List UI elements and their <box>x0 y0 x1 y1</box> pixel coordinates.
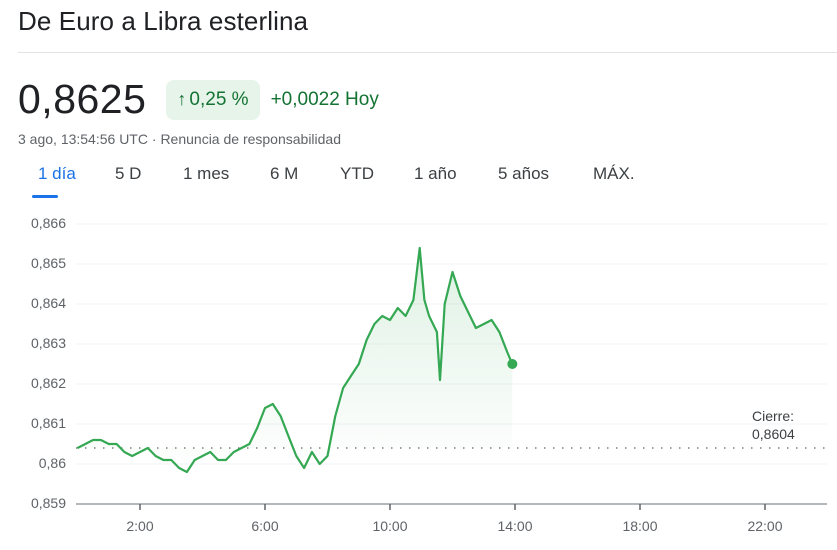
x-axis-label: 10:00 <box>372 518 408 534</box>
chart-canvas[interactable] <box>0 200 837 550</box>
previous-close-label: Cierre: 0,8604 <box>752 407 795 443</box>
tab-1-dia[interactable]: 1 día <box>38 164 76 183</box>
arrow-up-icon: ↑ <box>177 89 187 109</box>
previous-close-title: Cierre: <box>752 408 795 424</box>
x-axis-label: 6:00 <box>251 518 279 534</box>
active-tab-indicator <box>32 195 58 198</box>
price-chart[interactable]: 0,866 0,865 0,864 0,863 0,862 0,861 0,86 0,859 … <box>0 200 837 550</box>
price-area-fill <box>77 248 513 472</box>
change-percent: 0,25 % <box>189 88 249 110</box>
tab-max[interactable]: MÁX. <box>593 164 635 183</box>
y-axis-label: 0,86 <box>38 455 66 471</box>
tab-5-d[interactable]: 5 D <box>115 164 142 183</box>
quote-row: 0,8625 ↑ 0,25 % +0,0022 Hoy <box>18 76 379 123</box>
y-axis-label: 0,863 <box>30 335 66 351</box>
change-percent-badge: ↑ 0,25 % <box>166 79 260 120</box>
header-divider <box>18 52 837 53</box>
x-axis-ticks <box>139 504 766 510</box>
page-title: De Euro a Libra esterlina <box>18 6 309 36</box>
tab-6-m[interactable]: 6 M <box>270 164 299 183</box>
y-axis-label: 0,865 <box>30 255 66 271</box>
disclaimer-link[interactable]: Renuncia de responsabilidad <box>160 131 342 147</box>
tab-1-mes[interactable]: 1 mes <box>183 164 230 183</box>
y-axis-label: 0,862 <box>30 375 66 391</box>
price-line <box>76 246 514 474</box>
y-axis-label: 0,861 <box>30 415 66 431</box>
y-axis-label: 0,859 <box>30 495 66 511</box>
x-axis-label: 14:00 <box>497 518 533 534</box>
quote-subline: 3 ago, 13:54:56 UTC · Renuncia de respon… <box>18 131 341 147</box>
previous-close-value: 0,8604 <box>752 426 795 442</box>
x-axis-label: 2:00 <box>126 518 154 534</box>
x-axis-label: 18:00 <box>622 518 658 534</box>
x-axis-label: 22:00 <box>747 518 783 534</box>
y-axis-label: 0,866 <box>30 215 66 231</box>
current-price-dot <box>507 359 518 369</box>
range-tabs: 1 día 5 D 1 mes 6 M YTD 1 año 5 años MÁX… <box>0 160 700 198</box>
change-absolute: +0,0022 Hoy <box>270 88 379 110</box>
tab-5-anos[interactable]: 5 años <box>498 164 550 183</box>
current-price: 0,8625 <box>18 76 147 122</box>
quote-timestamp: 3 ago, 13:54:56 UTC <box>18 131 148 147</box>
tab-1-ano[interactable]: 1 año <box>414 164 457 183</box>
y-axis-label: 0,864 <box>30 295 66 311</box>
separator: · <box>147 131 161 147</box>
tab-ytd[interactable]: YTD <box>340 164 374 183</box>
